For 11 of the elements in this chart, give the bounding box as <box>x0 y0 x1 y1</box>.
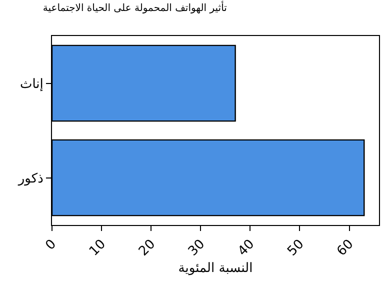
chart-title: تأثير الهواتف المحمولة على الحياة الاجتماعية <box>42 0 228 14</box>
x-axis-title: النسبة المئوية <box>178 260 253 276</box>
x-tick-label: 50 <box>284 236 308 260</box>
x-tick-label: 0 <box>42 236 60 254</box>
x-tick-label: 40 <box>235 236 258 260</box>
x-tick-label: 60 <box>334 236 357 260</box>
y-tick-label: إناث <box>20 76 44 92</box>
x-tick-label: 20 <box>136 236 159 260</box>
x-tick-label: 10 <box>86 236 109 260</box>
x-tick-label: 30 <box>186 236 208 260</box>
y-tick-label: ذكور <box>17 171 44 186</box>
